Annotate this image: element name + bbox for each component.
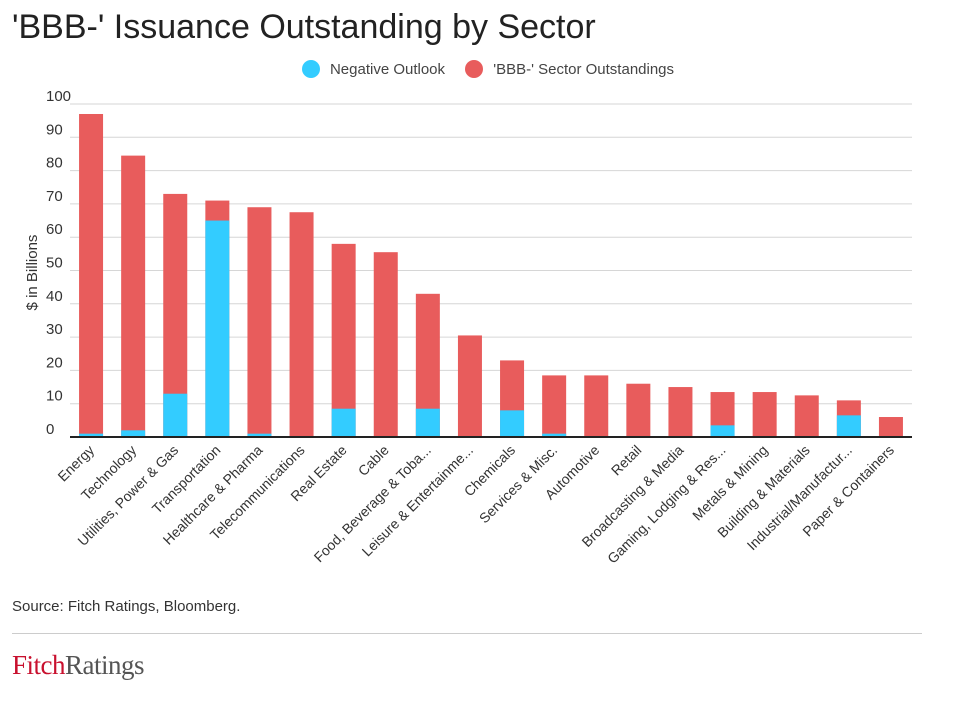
bar-sector-outstandings (668, 387, 693, 437)
bar-sector-outstandings (373, 252, 398, 437)
y-tick-label: 90 (46, 121, 63, 138)
bar-negative-outlook (205, 220, 230, 437)
x-tick-label: Cable (355, 442, 392, 479)
bar-negative-outlook (331, 408, 356, 437)
legend-label-sector-outstandings: 'BBB-' Sector Outstandings (493, 60, 675, 78)
y-tick-label: 20 (46, 354, 63, 371)
bar-negative-outlook (710, 425, 735, 437)
bar-negative-outlook (79, 433, 104, 437)
legend-item-negative-outlook[interactable]: Negative Outlook (301, 60, 446, 78)
legend: Negative Outlook 'BBB-' Sector Outstandi… (0, 60, 976, 82)
chart-title: 'BBB-' Issuance Outstanding by Sector (12, 8, 596, 46)
bar-negative-outlook (163, 393, 188, 437)
bar-sector-outstandings (626, 383, 651, 437)
y-tick-label: 70 (46, 188, 63, 205)
fitch-ratings-logo: FitchRatings (12, 650, 145, 680)
y-tick-label: 100 (46, 88, 71, 105)
bar-negative-outlook (500, 410, 525, 437)
legend-swatch-negative-outlook (301, 60, 320, 78)
source-note: Source: Fitch Ratings, Bloomberg. (12, 598, 241, 615)
y-tick-label: 0 (46, 421, 54, 438)
bar-sector-outstandings (584, 375, 609, 437)
bar-negative-outlook (836, 415, 861, 437)
footer-divider (12, 633, 922, 634)
bar-negative-outlook (247, 433, 272, 437)
bar-sector-outstandings (331, 243, 356, 437)
y-tick-label: 30 (46, 321, 63, 338)
bar-sector-outstandings (247, 207, 272, 437)
legend-label-negative-outlook: Negative Outlook (329, 60, 446, 78)
bar-sector-outstandings (542, 375, 567, 437)
bar-sector-outstandings (794, 395, 819, 437)
legend-swatch-sector-outstandings (465, 60, 484, 78)
y-tick-label: 80 (46, 155, 63, 172)
bar-negative-outlook (542, 433, 567, 437)
bar-sector-outstandings (79, 113, 104, 438)
bar-sector-outstandings (457, 335, 482, 437)
y-tick-label: 60 (46, 221, 63, 238)
x-tick-label: Retail (608, 442, 645, 479)
bar-sector-outstandings (752, 392, 777, 437)
bar-negative-outlook (415, 408, 440, 437)
bar-sector-outstandings (289, 212, 314, 437)
y-tick-label: 40 (46, 288, 63, 305)
y-tick-label: 10 (46, 388, 63, 405)
y-tick-label: 50 (46, 255, 63, 272)
y-axis-label: $ in Billions (24, 235, 41, 311)
bar-sector-outstandings (121, 155, 146, 438)
bar-negative-outlook (121, 430, 146, 437)
bar-sector-outstandings (878, 417, 903, 437)
x-tick-label: Metals & Mining (689, 442, 771, 524)
legend-item-sector-outstandings[interactable]: 'BBB-' Sector Outstandings (465, 60, 674, 78)
